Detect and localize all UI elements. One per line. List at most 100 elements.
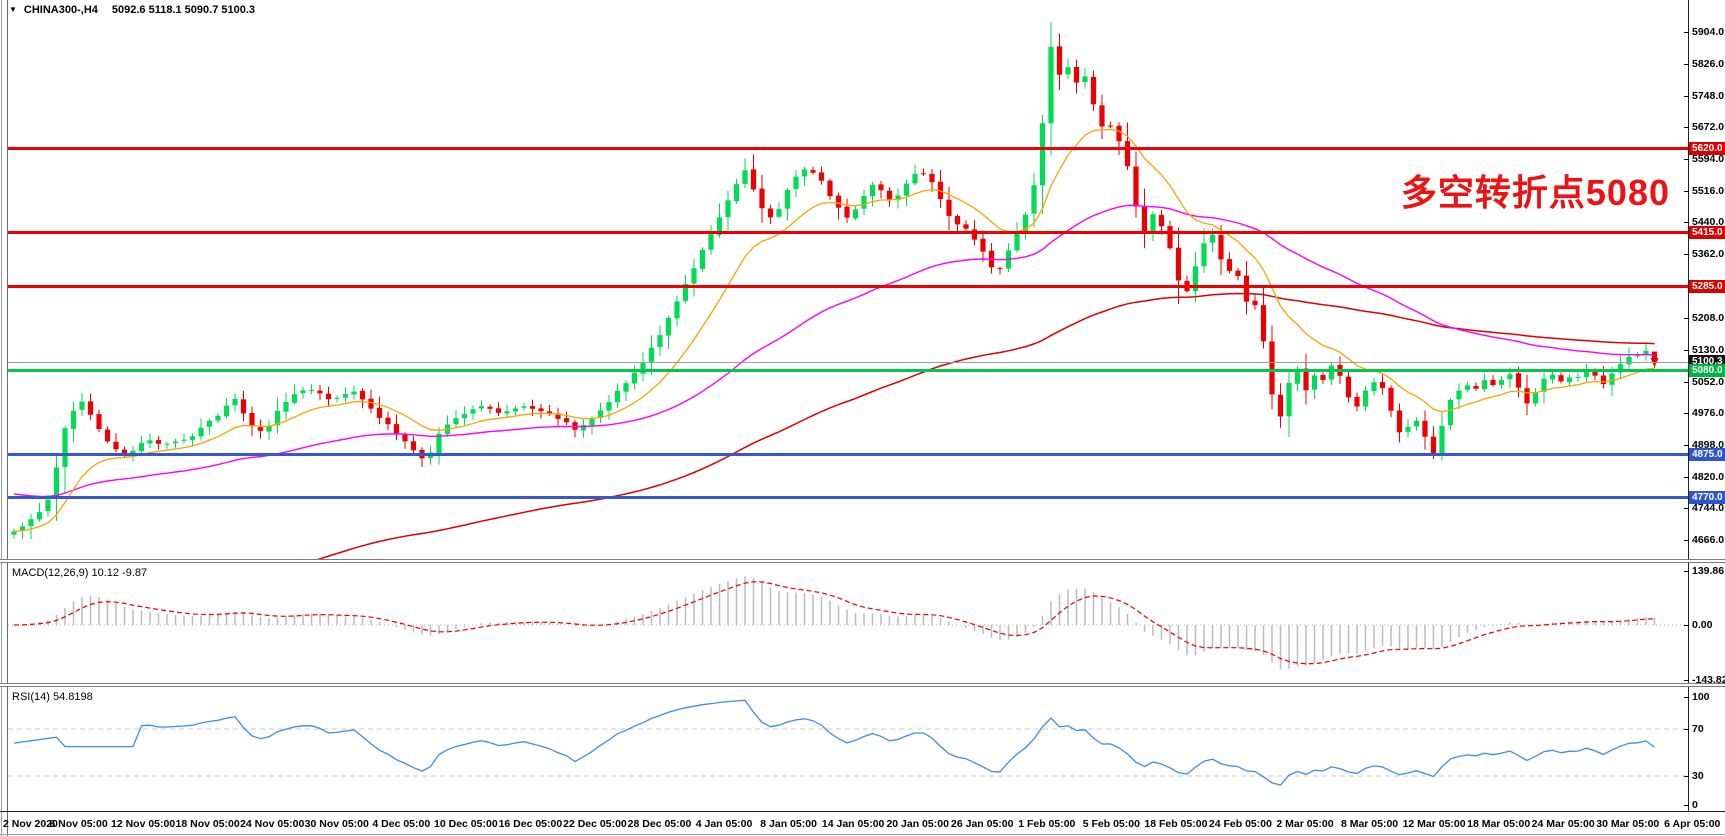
candle-down — [1056, 46, 1063, 75]
ma-medium-line — [13, 204, 1655, 498]
candle-up — [45, 499, 51, 512]
candle-up — [708, 234, 714, 250]
candle-up — [1405, 426, 1411, 432]
sell-arrow-icon — [1650, 358, 1659, 367]
candle-down — [1133, 166, 1139, 207]
candle-up — [461, 414, 468, 419]
candle-up — [198, 427, 204, 437]
candle-up — [1583, 369, 1590, 377]
candle-up — [793, 176, 799, 190]
macd-plot-group — [8, 576, 1688, 670]
candle-up — [1643, 350, 1649, 355]
candle-up — [181, 439, 187, 441]
candle-down — [1116, 125, 1122, 142]
candle-up — [19, 526, 26, 531]
candle-down — [1379, 382, 1386, 388]
annotation-text: 多空转折点5080 — [1400, 172, 1670, 213]
rsi-line — [13, 699, 1655, 786]
candle-up — [232, 398, 238, 406]
candle-down — [1073, 67, 1080, 83]
rsi-indicator-label: RSI(14) 54.8198 — [12, 691, 93, 703]
candle-down — [920, 173, 927, 175]
candle-down — [546, 411, 553, 415]
candle-down — [1651, 351, 1658, 362]
candle-up — [1456, 390, 1462, 400]
candle-down — [1490, 379, 1496, 386]
candle-up — [138, 443, 145, 452]
candle-up — [1150, 214, 1156, 233]
candle-down — [1558, 375, 1564, 382]
chart-title: ▼ CHINA300-,H4 5092.6 5118.1 5090.7 5100.3 — [9, 4, 255, 17]
candle-up — [1464, 385, 1471, 390]
candle-down — [419, 449, 425, 459]
candle-down — [1252, 300, 1258, 306]
candle-up — [164, 443, 170, 445]
candle-up — [36, 512, 43, 520]
candle-down — [963, 224, 969, 229]
candle-up — [53, 467, 60, 499]
candle-down — [240, 399, 247, 414]
candle-down — [844, 206, 850, 218]
candle-down — [827, 180, 833, 197]
candle-up — [861, 195, 867, 209]
candle-down — [929, 173, 935, 183]
candle-up — [79, 401, 85, 410]
candle-down — [359, 390, 366, 400]
candle-up — [1447, 399, 1454, 426]
candle-down — [971, 229, 978, 240]
candle-down — [1345, 376, 1352, 398]
candle-up — [606, 402, 612, 411]
candle-up — [1507, 374, 1513, 380]
candle-down — [1320, 374, 1326, 380]
candle-down — [1396, 410, 1403, 433]
candle-up — [1609, 373, 1615, 385]
candle-down — [1124, 141, 1131, 167]
candle-up — [1439, 425, 1445, 454]
candle-up — [614, 390, 621, 403]
candle-up — [478, 406, 485, 409]
candle-down — [368, 398, 374, 409]
candle-up — [470, 409, 476, 414]
candle-down — [1184, 280, 1190, 292]
candle-down — [1099, 105, 1105, 127]
candle-up — [334, 397, 340, 399]
candle-up — [733, 184, 740, 202]
candle-up — [1371, 382, 1377, 392]
candle-down — [402, 434, 408, 442]
candle-down — [563, 418, 570, 423]
candle-up — [1031, 185, 1037, 214]
macd-indicator-label: MACD(12,26,9) 10.12 -9.87 — [12, 567, 148, 579]
candle-down — [1303, 368, 1309, 391]
candle-up — [1286, 382, 1292, 417]
candle-up — [521, 406, 527, 408]
candle-down — [1388, 387, 1394, 411]
candle-up — [1541, 378, 1547, 392]
candle-down — [538, 408, 544, 412]
candle-up — [283, 401, 289, 412]
candle-down — [1243, 275, 1250, 302]
ma-fast-line — [13, 128, 1655, 533]
candle-down — [1277, 394, 1284, 417]
candle-up — [223, 405, 230, 417]
candle-down — [487, 406, 493, 409]
candle-up — [1294, 368, 1301, 384]
candle-up — [852, 209, 859, 219]
candle-down — [393, 424, 400, 434]
candle-down — [96, 414, 102, 430]
candle-up — [1328, 365, 1335, 380]
candle-up — [801, 169, 808, 177]
candle-down — [1226, 259, 1233, 271]
candle-up — [308, 389, 315, 391]
candle-down — [954, 215, 961, 225]
candle-down — [1235, 270, 1241, 277]
candle-up — [640, 363, 646, 374]
symbol-dropdown-icon[interactable]: ▼ — [9, 5, 17, 14]
candle-up — [1498, 380, 1505, 385]
candle-up — [869, 184, 876, 197]
candle-up — [1039, 123, 1046, 186]
candle-down — [1337, 364, 1343, 376]
candle-down — [759, 188, 765, 209]
candle-up — [1634, 355, 1641, 357]
